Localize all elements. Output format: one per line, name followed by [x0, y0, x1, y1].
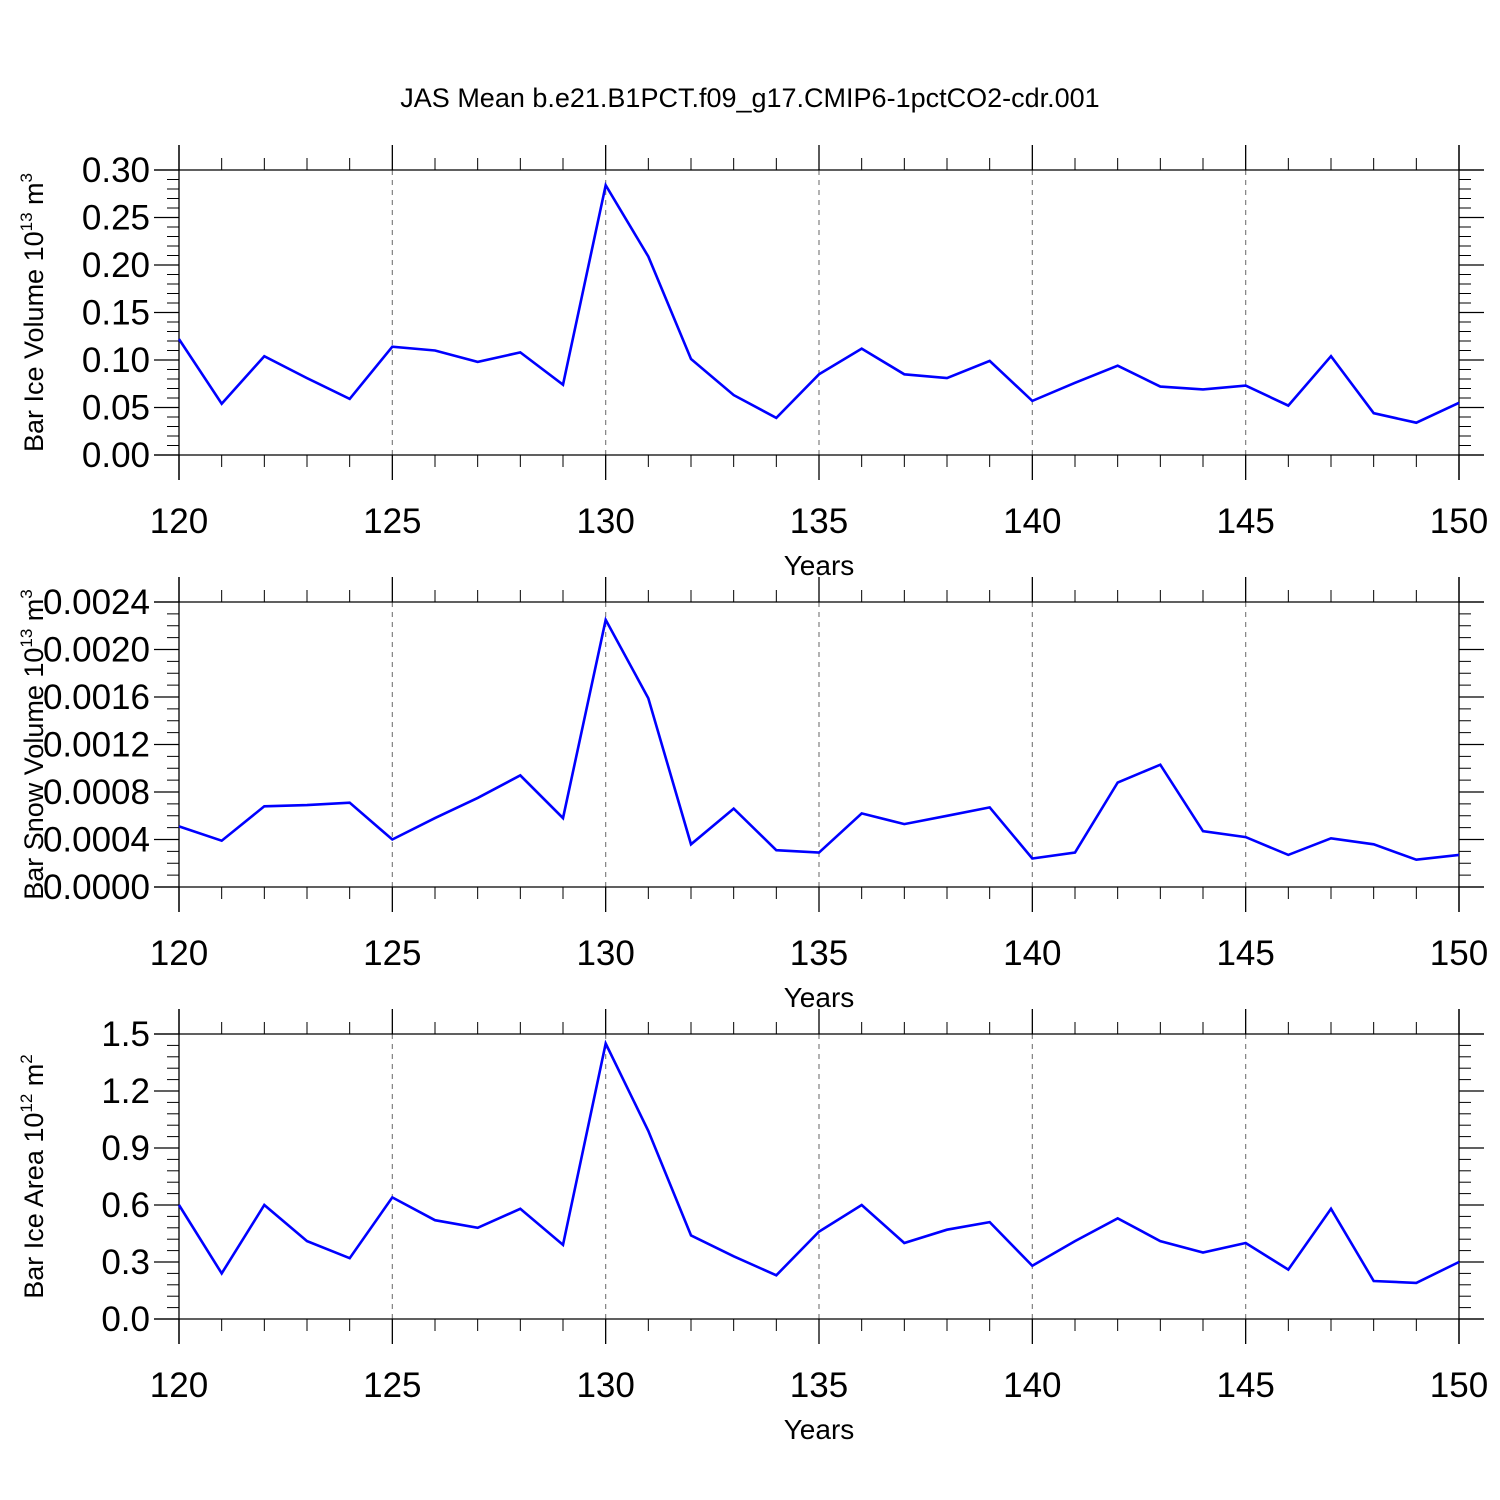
x-tick-label: 130 — [576, 934, 634, 973]
series-line — [178, 616, 1460, 862]
y-tick-label: 0.6 — [101, 1186, 150, 1225]
figure-title: JAS Mean b.e21.B1PCT.f09_g17.CMIP6-1pctC… — [400, 83, 1099, 113]
y-tick-label: 0.0008 — [43, 773, 150, 812]
y-tick-label: 0.0000 — [43, 868, 150, 907]
y-axis-label: Bar Ice Area 1012 m2 — [17, 1054, 49, 1299]
x-tick-label: 120 — [150, 502, 208, 541]
y-tick-label: 0.20 — [82, 246, 150, 285]
x-tick-label: 150 — [1430, 502, 1488, 541]
y-tick-label: 1.2 — [101, 1072, 150, 1111]
y-tick-label: 0.00 — [82, 436, 150, 475]
y-tick-label: 0.0 — [101, 1300, 150, 1339]
y-tick-label: 0.25 — [82, 199, 150, 238]
y-tick-label: 0.0004 — [43, 821, 150, 860]
x-tick-label: 150 — [1430, 934, 1488, 973]
x-tick-label: 130 — [576, 502, 634, 541]
y-tick-label: 0.15 — [82, 294, 150, 333]
x-tick-label: 120 — [150, 934, 208, 973]
y-tick-label: 0.30 — [82, 151, 150, 190]
y-tick-label: 1.5 — [101, 1015, 150, 1054]
x-tick-label: 145 — [1216, 502, 1274, 541]
x-tick-label: 125 — [363, 502, 421, 541]
x-tick-label: 150 — [1430, 1366, 1488, 1405]
y-tick-label: 0.0016 — [43, 678, 150, 717]
y-tick-label: 0.0012 — [43, 726, 150, 765]
y-tick-label: 0.9 — [101, 1129, 150, 1168]
y-tick-label: 0.10 — [82, 341, 150, 380]
y-tick-label: 0.0020 — [43, 631, 150, 670]
chart-panel-2: 0.0000 0.0004 0.0008 0.0012 0.0016 0.0020 0.00… — [17, 577, 1488, 1013]
chart-panel-1: 0.00 0.05 0.10 0.15 0.20 0.25 0.30 120 125 130 135… — [17, 145, 1488, 581]
x-tick-label: 125 — [363, 934, 421, 973]
x-tick-label: 120 — [150, 1366, 208, 1405]
y-tick-label: 0.3 — [101, 1243, 150, 1282]
x-tick-label: 145 — [1216, 1366, 1274, 1405]
x-tick-label: 135 — [790, 934, 848, 973]
y-axis-label: Bar Ice Volume 1013 m3 — [17, 173, 49, 452]
x-axis-label: Years — [784, 1414, 855, 1445]
x-tick-label: 140 — [1003, 934, 1061, 973]
x-tick-label: 145 — [1216, 934, 1274, 973]
chart-panel-3: 0.0 0.3 0.6 0.9 1.2 1.5 120 125 130 135 140 145 150 Y… — [17, 1009, 1488, 1445]
panels: 0.00 0.05 0.10 0.15 0.20 0.25 0.30 120 125 130 135… — [17, 145, 1488, 1445]
x-axis-label: Years — [784, 982, 855, 1013]
x-tick-label: 140 — [1003, 1366, 1061, 1405]
x-tick-label: 140 — [1003, 502, 1061, 541]
y-axis-label: Bar Snow Volume 1013 m3 — [17, 589, 49, 900]
x-axis-label: Years — [784, 550, 855, 581]
series-line — [177, 181, 1460, 425]
series-line — [177, 1039, 1460, 1285]
x-tick-label: 125 — [363, 1366, 421, 1405]
x-tick-label: 135 — [790, 1366, 848, 1405]
x-tick-label: 135 — [790, 502, 848, 541]
y-tick-label: 0.05 — [82, 389, 150, 428]
x-tick-label: 130 — [576, 1366, 634, 1405]
y-tick-label: 0.0024 — [43, 583, 150, 622]
